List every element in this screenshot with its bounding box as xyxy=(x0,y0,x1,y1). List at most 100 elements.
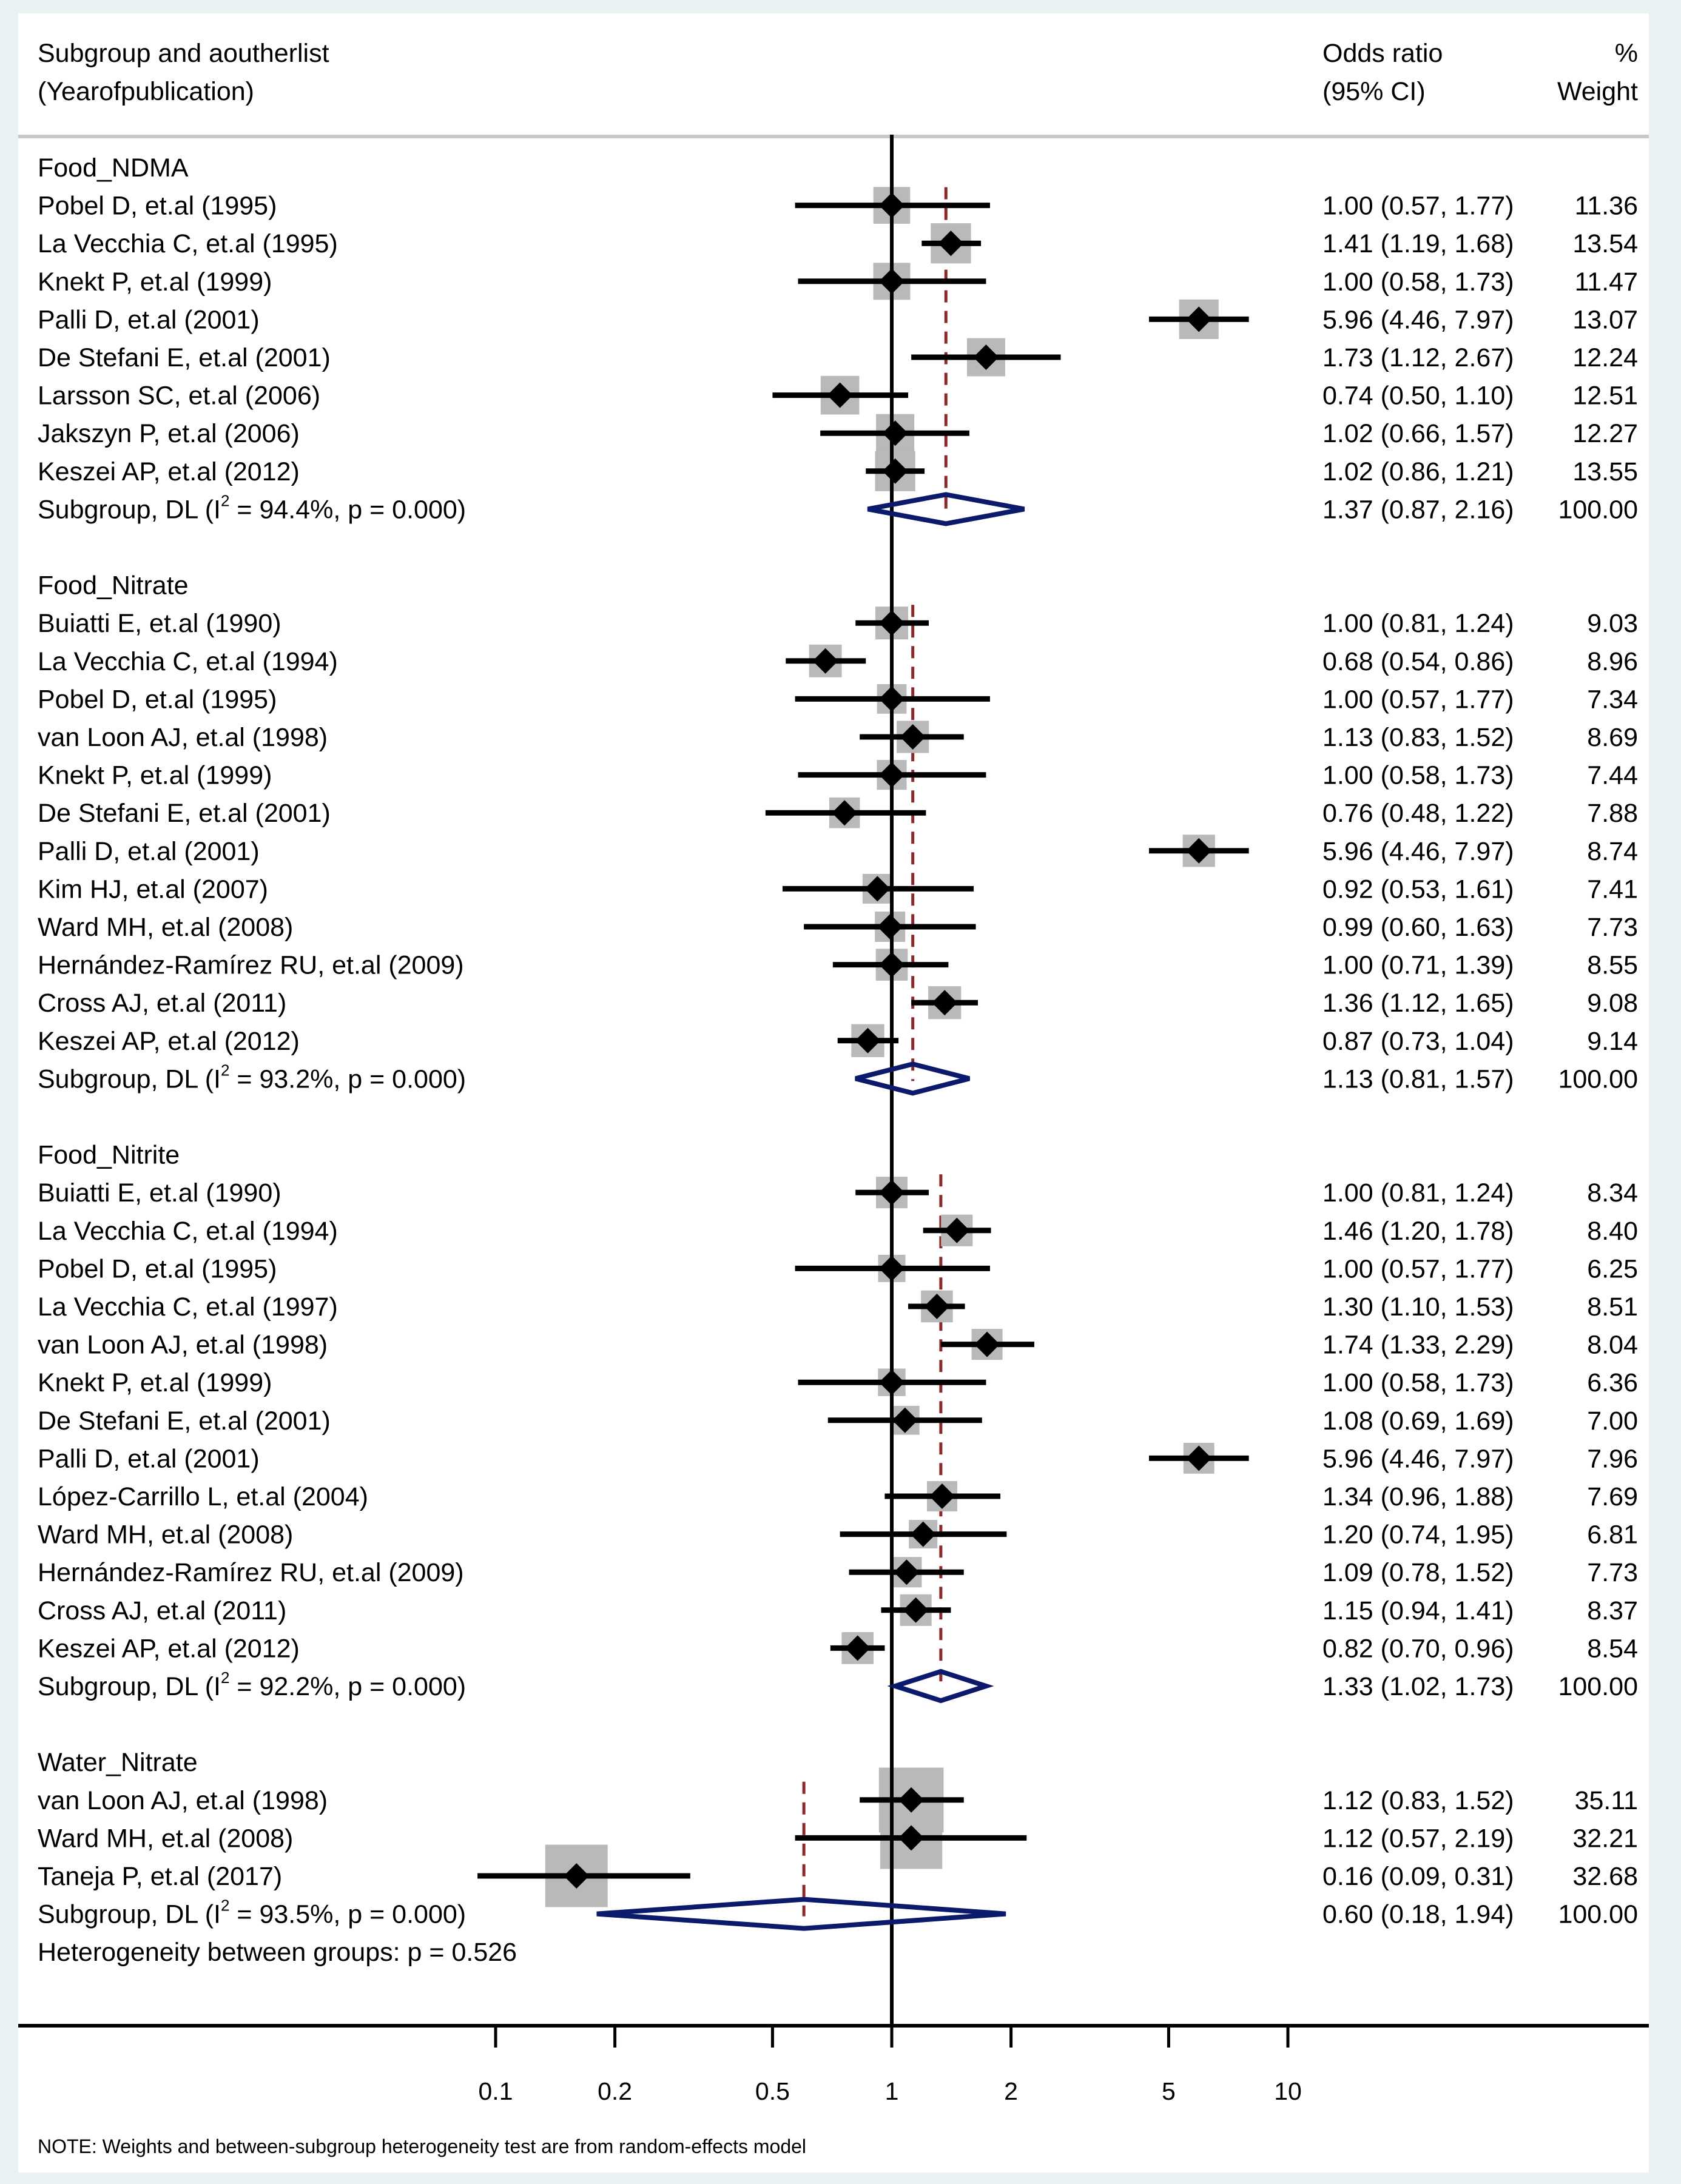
study-ci-text: 1.41 (1.19, 1.68) xyxy=(1322,229,1514,258)
study-ci-text: 1.00 (0.57, 1.77) xyxy=(1322,685,1514,714)
study-label: Ward MH, et.al (2008) xyxy=(38,1824,293,1853)
study-ci-text: 5.96 (4.46, 7.97) xyxy=(1322,837,1514,866)
subgroup-label-sup: 2 xyxy=(221,1668,229,1687)
study-weight: 7.88 xyxy=(1587,799,1638,828)
study-label: De Stefani E, et.al (2001) xyxy=(38,799,331,828)
plot-panel xyxy=(18,13,1649,2172)
study-label: van Loon AJ, et.al (1998) xyxy=(38,1331,328,1360)
x-tick-label: 1 xyxy=(885,2077,899,2105)
point-estimate-marker xyxy=(944,1217,970,1243)
study-weight: 7.69 xyxy=(1587,1482,1638,1511)
study-weight: 6.25 xyxy=(1587,1254,1638,1283)
point-estimate-marker xyxy=(879,268,905,294)
group-title: Food_Nitrite xyxy=(38,1141,180,1170)
point-estimate-marker xyxy=(879,1369,905,1396)
study-weight: 8.40 xyxy=(1587,1217,1638,1246)
point-estimate-marker xyxy=(879,192,905,218)
study-weight: 32.21 xyxy=(1572,1824,1638,1853)
x-tick-label: 5 xyxy=(1162,2077,1176,2105)
subgroup-label-post: = 93.2%, p = 0.000) xyxy=(229,1064,466,1094)
header-col1-line1: Subgroup and aoutherlist xyxy=(38,39,329,68)
study-ci-text: 1.30 (1.10, 1.53) xyxy=(1322,1292,1514,1322)
point-estimate-marker xyxy=(877,914,903,939)
study-ci-text: 1.00 (0.57, 1.77) xyxy=(1322,1254,1514,1283)
subgroup-label-sup: 2 xyxy=(221,1897,229,1915)
study-label: Larsson SC, et.al (2006) xyxy=(38,381,320,411)
study-label: Jakszyn P, et.al (2006) xyxy=(38,419,300,448)
subgroup-label-post: = 94.4%, p = 0.000) xyxy=(229,495,466,524)
point-estimate-marker xyxy=(973,344,999,370)
study-weight: 11.36 xyxy=(1575,192,1638,221)
point-estimate-marker xyxy=(1186,306,1212,332)
study-ci-text: 1.34 (0.96, 1.88) xyxy=(1322,1482,1514,1511)
study-label: Knekt P, et.al (1999) xyxy=(38,267,272,297)
study-ci-text: 0.87 (0.73, 1.04) xyxy=(1322,1027,1514,1056)
point-estimate-marker xyxy=(879,952,905,978)
x-tick-label: 2 xyxy=(1004,2077,1018,2105)
point-estimate-marker xyxy=(882,458,908,484)
study-weight: 9.03 xyxy=(1587,609,1638,638)
point-estimate-marker xyxy=(938,230,964,257)
subgroup-ci-text: 1.33 (1.02, 1.73) xyxy=(1322,1672,1514,1701)
study-label: Keszei AP, et.al (2012) xyxy=(38,457,300,486)
study-ci-text: 1.36 (1.12, 1.65) xyxy=(1322,989,1514,1018)
point-estimate-marker xyxy=(898,1787,925,1813)
subgroup-label-sup: 2 xyxy=(221,491,229,509)
point-estimate-marker xyxy=(564,1863,590,1889)
study-label: van Loon AJ, et.al (1998) xyxy=(38,1786,328,1815)
study-ci-text: 0.76 (0.48, 1.22) xyxy=(1322,799,1514,828)
study-label: van Loon AJ, et.al (1998) xyxy=(38,723,328,752)
study-weight: 7.34 xyxy=(1587,685,1638,714)
study-label: La Vecchia C, et.al (1995) xyxy=(38,229,338,258)
x-tick-label: 10 xyxy=(1274,2077,1302,2105)
study-ci-text: 1.20 (0.74, 1.95) xyxy=(1322,1520,1514,1550)
study-label: La Vecchia C, et.al (1994) xyxy=(38,1217,338,1246)
study-weight: 13.07 xyxy=(1572,305,1638,334)
study-weight: 6.36 xyxy=(1587,1368,1638,1397)
study-label: De Stefani E, et.al (2001) xyxy=(38,343,331,372)
subgroup-label-pre: Subgroup, DL (I xyxy=(38,495,221,524)
subgroup-diamond xyxy=(887,1668,994,1704)
study-label: Palli D, et.al (2001) xyxy=(38,1444,260,1473)
subgroup-label-pre: Subgroup, DL (I xyxy=(38,1672,221,1701)
subgroup-label: Subgroup, DL (I2 = 93.5%, p = 0.000) xyxy=(38,1897,466,1929)
subgroup-label-post: = 93.5%, p = 0.000) xyxy=(229,1900,466,1929)
study-label: Ward MH, et.al (2008) xyxy=(38,1520,293,1550)
point-estimate-marker xyxy=(900,724,926,750)
study-weight: 8.51 xyxy=(1587,1292,1638,1322)
study-weight: 12.27 xyxy=(1572,419,1638,448)
study-ci-text: 1.00 (0.81, 1.24) xyxy=(1322,1178,1514,1208)
study-label: Pobel D, et.al (1995) xyxy=(38,1254,277,1283)
subgroup-label-pre: Subgroup, DL (I xyxy=(38,1900,221,1929)
study-ci-text: 1.74 (1.33, 2.29) xyxy=(1322,1331,1514,1360)
header-col3-line1: % xyxy=(1615,39,1638,68)
study-label: Hernández-Ramírez RU, et.al (2009) xyxy=(38,951,464,980)
study-ci-text: 1.00 (0.81, 1.24) xyxy=(1322,609,1514,638)
study-ci-text: 0.74 (0.50, 1.10) xyxy=(1322,381,1514,411)
study-ci-text: 1.73 (1.12, 2.67) xyxy=(1322,343,1514,372)
study-ci-text: 1.02 (0.86, 1.21) xyxy=(1322,457,1514,486)
subgroup-label: Subgroup, DL (I2 = 92.2%, p = 0.000) xyxy=(38,1668,466,1701)
subgroup-diamond xyxy=(855,1061,970,1096)
subgroup-label-pre: Subgroup, DL (I xyxy=(38,1064,221,1094)
point-estimate-marker xyxy=(832,800,858,826)
study-weight: 8.37 xyxy=(1587,1596,1638,1625)
group-title: Food_Nitrate xyxy=(38,571,189,600)
x-tick-label: 0.5 xyxy=(755,2077,790,2105)
point-estimate-marker xyxy=(929,1483,955,1509)
study-weight: 32.68 xyxy=(1572,1862,1638,1891)
footnote: NOTE: Weights and between-subgroup heter… xyxy=(38,2135,806,2157)
study-label: López-Carrillo L, et.al (2004) xyxy=(38,1482,368,1511)
point-estimate-marker xyxy=(1186,838,1212,864)
study-label: Hernández-Ramírez RU, et.al (2009) xyxy=(38,1558,464,1587)
subgroup-label-sup: 2 xyxy=(221,1061,229,1079)
subgroup-weight: 100.00 xyxy=(1558,1672,1638,1701)
point-estimate-marker xyxy=(892,1407,918,1433)
study-weight: 8.34 xyxy=(1587,1178,1638,1208)
point-estimate-marker xyxy=(894,1559,920,1585)
study-weight: 11.47 xyxy=(1575,267,1638,297)
point-estimate-marker xyxy=(855,1027,881,1053)
study-weight: 8.54 xyxy=(1587,1634,1638,1663)
study-label: Buiatti E, et.al (1990) xyxy=(38,609,281,638)
study-ci-text: 0.82 (0.70, 0.96) xyxy=(1322,1634,1514,1663)
